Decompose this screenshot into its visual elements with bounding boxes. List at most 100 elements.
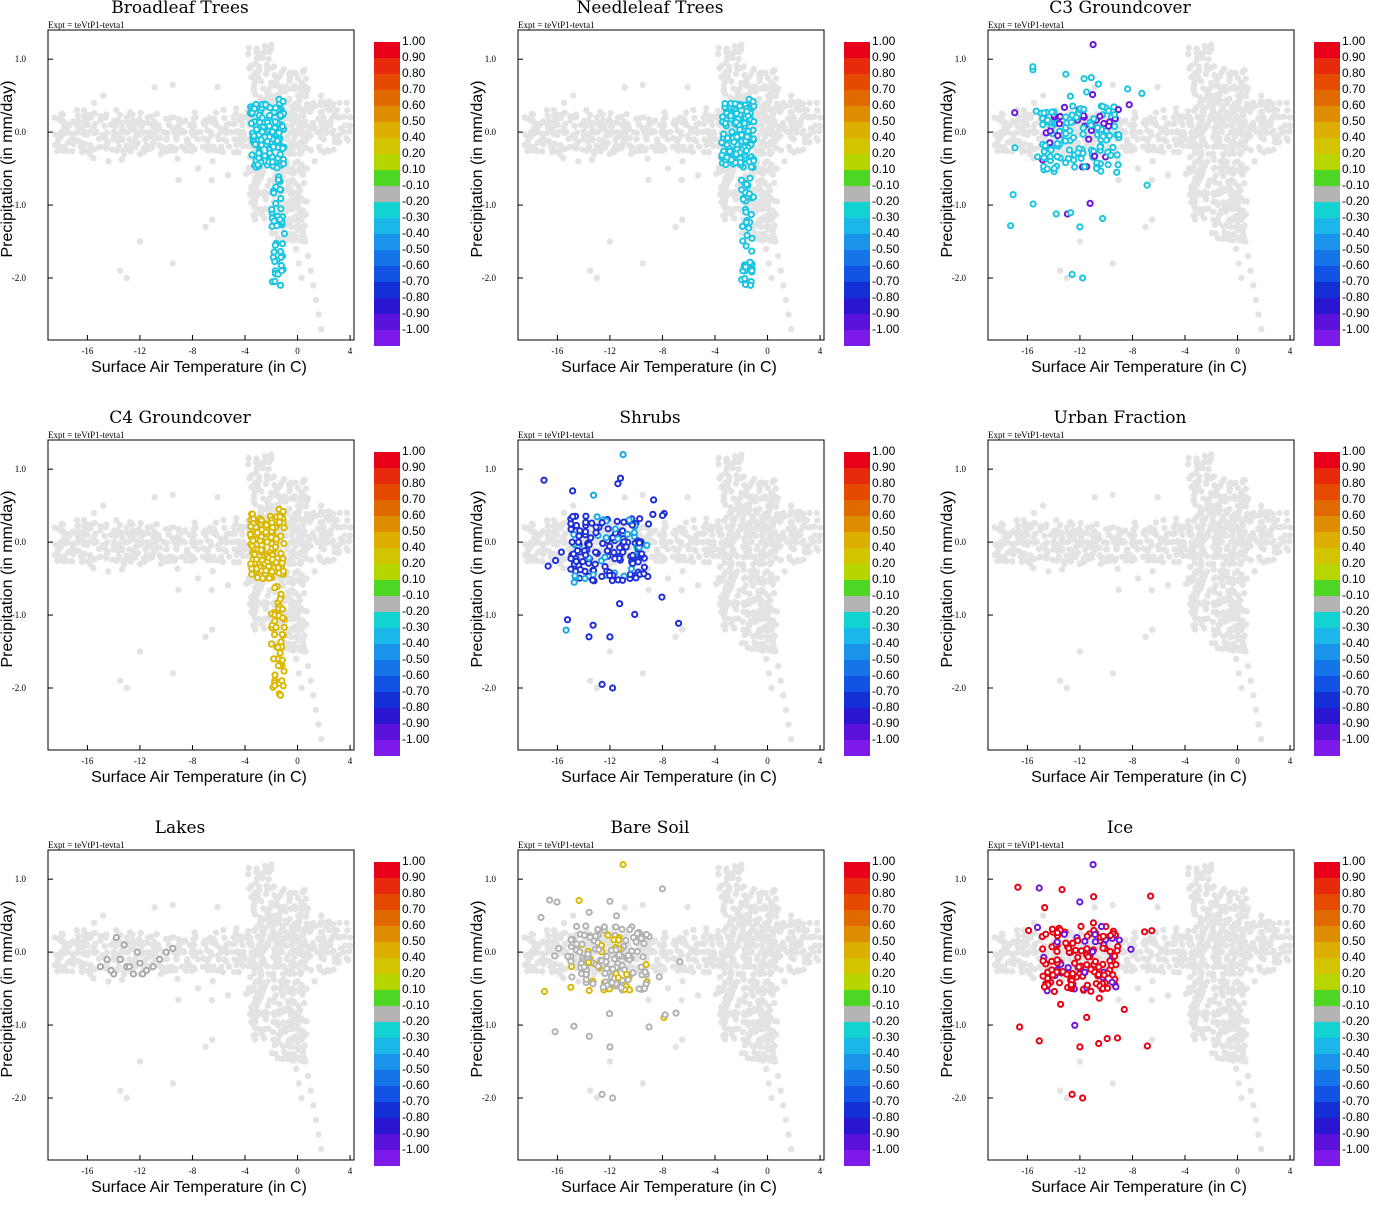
background-point (768, 126, 774, 132)
background-point (266, 459, 272, 465)
background-point (309, 126, 315, 132)
background-point (1199, 171, 1205, 177)
background-point (561, 510, 567, 516)
background-point (318, 326, 324, 332)
background-point (1253, 297, 1259, 303)
highlight-point (280, 632, 285, 637)
background-point (1057, 268, 1063, 274)
background-point (789, 121, 795, 127)
y-tick-label: 1.0 (15, 54, 27, 64)
colorbar-swatch (374, 612, 400, 628)
highlight-point (745, 134, 750, 139)
background-point (263, 196, 269, 202)
background-point (105, 568, 111, 574)
highlight-point (278, 551, 283, 556)
background-point (1237, 168, 1243, 174)
colorbar-swatch (374, 122, 400, 138)
colorbar-label: -0.60 (872, 258, 899, 272)
highlight-point (1101, 134, 1106, 139)
highlight-point (1107, 133, 1112, 138)
background-point (791, 136, 797, 142)
highlight-point (256, 151, 261, 156)
background-point (742, 632, 748, 638)
background-point (589, 135, 595, 141)
background-point (223, 538, 229, 544)
colorbar-swatch (844, 202, 870, 218)
background-point (273, 74, 279, 80)
background-point (226, 530, 232, 536)
highlight-point (273, 119, 278, 124)
highlight-point (727, 149, 732, 154)
highlight-point (278, 113, 283, 118)
colorbar-swatch (374, 106, 400, 122)
background-point (1161, 115, 1167, 121)
background-point (1225, 219, 1231, 225)
background-point (100, 543, 106, 549)
background-point (765, 75, 771, 81)
colorbar-swatch (374, 532, 400, 548)
background-point (152, 494, 158, 500)
background-point (97, 523, 103, 529)
highlight-point (1057, 121, 1062, 126)
background-point (263, 606, 269, 612)
background-point (124, 685, 130, 691)
background-point (296, 527, 302, 533)
background-point (560, 155, 566, 161)
colorbar-swatch (1314, 218, 1340, 234)
highlight-point (1063, 72, 1068, 77)
background-point (1286, 128, 1292, 134)
highlight-point (1042, 149, 1047, 154)
background-point (538, 137, 544, 143)
background-point (336, 510, 342, 516)
background-point (1244, 198, 1250, 204)
background-point (570, 502, 576, 508)
background-point (293, 511, 299, 517)
background-point (1177, 139, 1183, 145)
background-point (1110, 260, 1116, 266)
highlight-point (276, 130, 281, 135)
background-point (124, 275, 130, 281)
background-point (742, 640, 748, 646)
highlight-point (1040, 122, 1045, 127)
background-point (1213, 172, 1219, 178)
background-point (295, 189, 301, 195)
background-point (781, 158, 787, 164)
colorbar-swatch (844, 58, 870, 74)
colorbar-swatch (844, 250, 870, 266)
highlight-point (276, 177, 281, 182)
highlight-point (1008, 223, 1013, 228)
background-point (1240, 67, 1246, 73)
colorbar-label: -1.00 (872, 322, 899, 336)
background-point (176, 537, 182, 543)
background-point (716, 45, 722, 51)
background-point (266, 49, 272, 55)
background-point (1193, 45, 1199, 51)
highlight-point (1110, 145, 1115, 150)
background-point (1144, 127, 1150, 133)
background-point (255, 74, 261, 80)
background-point (760, 170, 766, 176)
background-point (164, 540, 170, 546)
highlight-point (751, 158, 756, 163)
background-point (1230, 215, 1236, 221)
background-point (243, 171, 249, 177)
background-point (119, 135, 125, 141)
background-point (202, 634, 208, 640)
background-point (1213, 74, 1219, 80)
background-point (767, 195, 773, 201)
background-point (1223, 97, 1229, 103)
background-point (329, 130, 335, 136)
background-point (696, 144, 702, 150)
colorbar-label: -0.50 (402, 242, 429, 256)
background-point (1166, 120, 1172, 126)
background-point (204, 528, 210, 534)
background-point (1276, 100, 1282, 106)
x-axis-label: Surface Air Temperature (in C) (48, 359, 350, 377)
background-point (296, 183, 302, 189)
background-point (92, 531, 98, 537)
background-point (64, 534, 70, 540)
colorbar-swatch (844, 282, 870, 298)
background-point (1199, 116, 1205, 122)
background-point (213, 109, 219, 115)
